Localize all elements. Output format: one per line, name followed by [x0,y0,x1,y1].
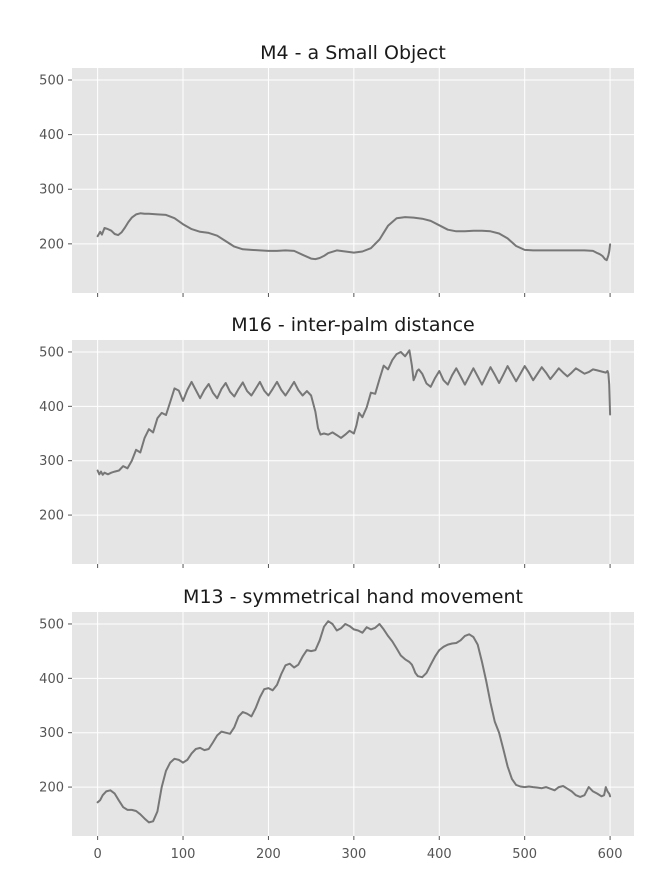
y-tick-label: 400 [39,400,64,415]
x-tick-label: 600 [598,847,623,862]
chart-title: M4 - a Small Object [260,42,446,64]
y-tick-label: 200 [39,237,64,252]
plot-area [72,68,634,293]
y-tick-label: 300 [39,454,64,469]
chart-panel-2: 200 300 400 500 M16 - inter-palm distance [39,314,634,568]
plot-area [72,340,634,564]
y-tick-label: 500 [39,345,64,360]
series-line-1 [96,620,612,824]
chart-panel-3: 200 300 400 500 0 100 200 300 400 500 600 M13 - sym… [39,586,634,862]
y-tick-label: 500 [39,617,64,632]
y-tick-label: 300 [39,183,64,198]
x-tick-label: 400 [427,847,452,862]
x-tick-label: 100 [171,847,196,862]
y-tick-label: 300 [39,726,64,741]
chart-title: M13 - symmetrical hand movement [183,586,523,608]
y-tick-label: 500 [39,74,64,89]
x-tick-label: 300 [341,847,366,862]
plot-area [72,612,634,836]
y-tick-label: 200 [39,509,64,524]
chart-panel-1: 200 300 400 500 M4 - a Small Object [39,42,634,297]
x-tick-label: 200 [256,847,281,862]
y-tick-label: 400 [39,672,64,687]
x-tick-label: 500 [512,847,537,862]
x-tick-label: 0 [93,847,101,862]
y-tick-label: 200 [39,781,64,796]
chart-title: M16 - inter-palm distance [231,314,474,336]
y-tick-label: 400 [39,128,64,143]
series-line-1 [96,349,612,476]
series-line-1 [96,212,612,262]
